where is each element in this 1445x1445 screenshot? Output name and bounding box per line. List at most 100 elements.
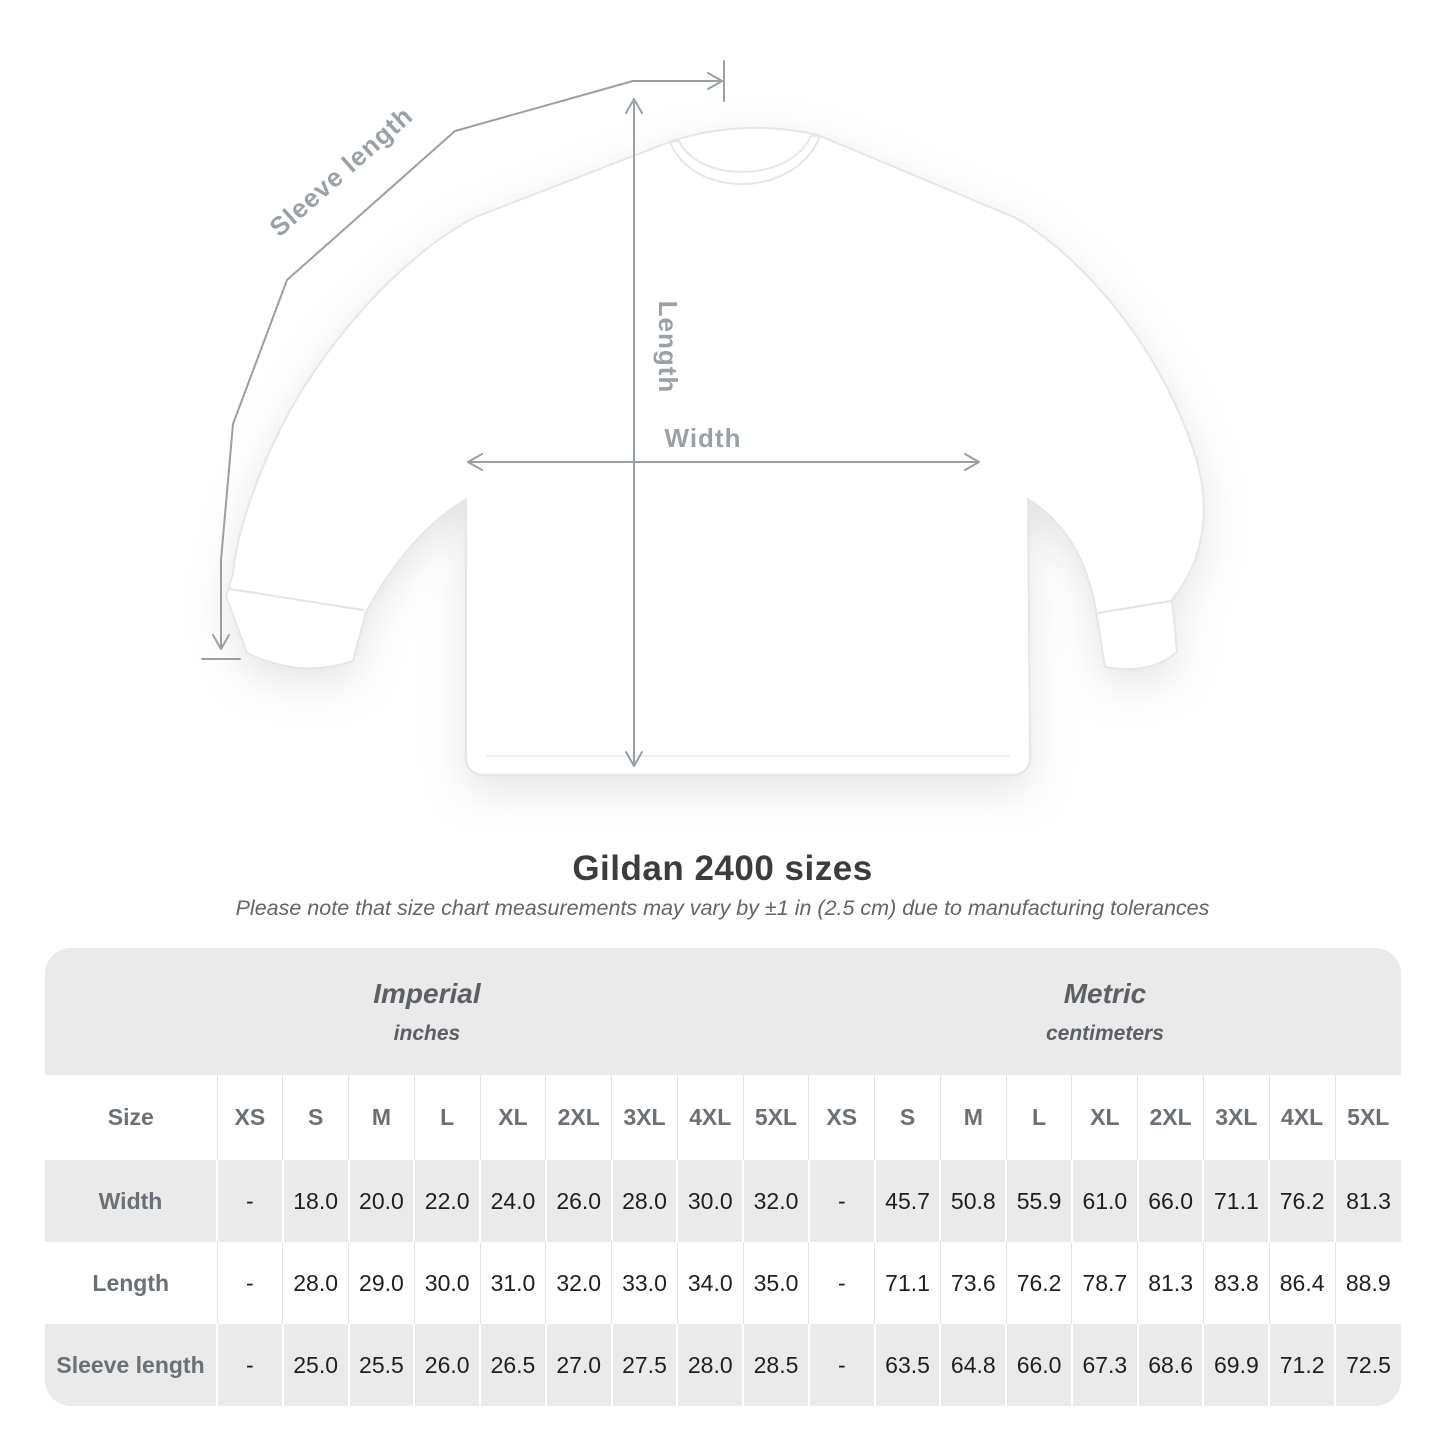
size-header-row: Size XS S M L XL 2XL 3XL 4XL 5XL XS S M …: [45, 1075, 1401, 1160]
row-label: Width: [45, 1160, 217, 1242]
value-cell: 34.0: [676, 1242, 744, 1324]
value-cell: 27.5: [610, 1324, 678, 1406]
value-cell: 32.0: [742, 1160, 809, 1242]
length-arrowhead-up: [625, 98, 643, 114]
value-cell: 67.3: [1070, 1324, 1138, 1406]
value-cell: 81.3: [1137, 1242, 1204, 1324]
value-cell: 27.0: [544, 1324, 612, 1406]
group-title: Imperial: [373, 977, 481, 1009]
value-cell: 22.0: [413, 1160, 481, 1242]
value-cell: 28.0: [282, 1242, 349, 1324]
size-col-header: XL: [479, 1075, 546, 1160]
value-cell: 73.6: [939, 1242, 1007, 1324]
sleeve-arrowhead-down: [212, 634, 230, 650]
value-cell: -: [216, 1160, 283, 1242]
value-cell: 55.9: [1005, 1160, 1072, 1242]
group-title: Metric: [1063, 977, 1147, 1009]
sleeve-length-label: Sleeve length: [263, 100, 418, 242]
value-cell: 29.0: [348, 1242, 415, 1324]
width-label: Width: [665, 423, 742, 453]
length-arrowhead-down: [625, 751, 643, 767]
collar-band: [669, 135, 821, 185]
value-cell: 66.0: [1136, 1160, 1204, 1242]
value-cell: 26.0: [413, 1324, 481, 1406]
value-cell: 26.5: [479, 1324, 546, 1406]
value-cell: 26.0: [544, 1160, 612, 1242]
value-cell: 20.0: [347, 1160, 415, 1242]
size-col-header: S: [874, 1075, 941, 1160]
value-cell: -: [216, 1324, 283, 1406]
value-cell: 28.0: [676, 1324, 744, 1406]
value-cell: 71.1: [1202, 1160, 1270, 1242]
size-col-header: XS: [216, 1075, 283, 1160]
value-cell: 28.0: [610, 1160, 678, 1242]
value-cell: 45.7: [873, 1160, 941, 1242]
value-cell: 81.3: [1334, 1160, 1401, 1242]
value-cell: -: [808, 1242, 875, 1324]
size-col-header: 5XL: [742, 1075, 809, 1160]
group-unit: inches: [393, 1021, 461, 1045]
value-cell: 24.0: [479, 1160, 546, 1242]
value-cell: 30.0: [413, 1242, 481, 1324]
size-table-grid: Imperial inches Metric centimeters Size …: [45, 948, 1401, 1406]
value-cell: 88.9: [1334, 1242, 1401, 1324]
size-table: Imperial inches Metric centimeters Size …: [45, 948, 1401, 1406]
value-cell: 33.0: [611, 1242, 678, 1324]
value-cell: 32.0: [545, 1242, 612, 1324]
value-cell: -: [807, 1324, 875, 1406]
page-subtitle: Please note that size chart measurements…: [235, 896, 1210, 920]
row-label: Sleeve length: [45, 1324, 217, 1406]
value-cell: 76.2: [1005, 1242, 1072, 1324]
left-cuff-seam: [229, 588, 364, 611]
size-col-header: 3XL: [1202, 1075, 1270, 1160]
right-cuff-seam: [1097, 600, 1172, 614]
value-cell: 71.1: [874, 1242, 941, 1324]
value-cell: 72.5: [1334, 1324, 1401, 1406]
value-cell: -: [216, 1242, 283, 1324]
shirt-illustration: [225, 126, 1205, 776]
value-cell: 69.9: [1202, 1324, 1270, 1406]
value-cell: 86.4: [1268, 1242, 1336, 1324]
size-col-header: M: [939, 1075, 1007, 1160]
table-row-sleeve-length: Sleeve length - 25.0 25.5 26.0 26.5 27.0…: [45, 1324, 1401, 1406]
shirt-body: [225, 126, 1205, 776]
width-arrowhead-right: [964, 453, 980, 471]
size-col-header: XS: [808, 1075, 875, 1160]
table-row-width: Width - 18.0 20.0 22.0 24.0 26.0 28.0 30…: [45, 1160, 1401, 1242]
value-cell: 71.2: [1268, 1324, 1336, 1406]
value-cell: 25.5: [347, 1324, 415, 1406]
value-cell: 66.0: [1005, 1324, 1072, 1406]
size-col-header: 5XL: [1334, 1075, 1401, 1160]
size-col-header: 2XL: [545, 1075, 612, 1160]
row-label: Length: [45, 1242, 217, 1324]
width-arrowhead-left: [467, 453, 483, 471]
group-unit: centimeters: [1046, 1021, 1164, 1045]
length-label: Length: [653, 301, 683, 394]
value-cell: 31.0: [479, 1242, 546, 1324]
shirt-measurement-diagram: Sleeve length Length Width: [201, 60, 1205, 776]
size-col-header: M: [348, 1075, 415, 1160]
value-cell: 68.6: [1136, 1324, 1204, 1406]
size-col-header: 4XL: [1268, 1075, 1336, 1160]
sleeve-arrowhead-right: [707, 72, 723, 90]
size-col-header: S: [282, 1075, 349, 1160]
value-cell: 83.8: [1202, 1242, 1270, 1324]
value-cell: 30.0: [676, 1160, 744, 1242]
size-col-header: 4XL: [676, 1075, 744, 1160]
page-title: Gildan 2400 sizes: [572, 849, 873, 888]
size-col-header: 3XL: [611, 1075, 678, 1160]
value-cell: 28.5: [742, 1324, 809, 1406]
value-cell: 76.2: [1268, 1160, 1336, 1242]
size-col-header: L: [413, 1075, 481, 1160]
value-cell: 61.0: [1070, 1160, 1138, 1242]
imperial-group-header: Imperial inches: [45, 948, 809, 1075]
measurement-lines: [201, 60, 980, 767]
table-row-length: Length - 28.0 29.0 30.0 31.0 32.0 33.0 3…: [45, 1242, 1401, 1324]
value-cell: 35.0: [742, 1242, 809, 1324]
sleeve-length-line: [220, 80, 723, 649]
size-col-header: XL: [1071, 1075, 1138, 1160]
size-col-header: L: [1005, 1075, 1072, 1160]
size-corner-header: Size: [45, 1075, 217, 1160]
unit-group-row: Imperial inches Metric centimeters: [45, 948, 1401, 1075]
